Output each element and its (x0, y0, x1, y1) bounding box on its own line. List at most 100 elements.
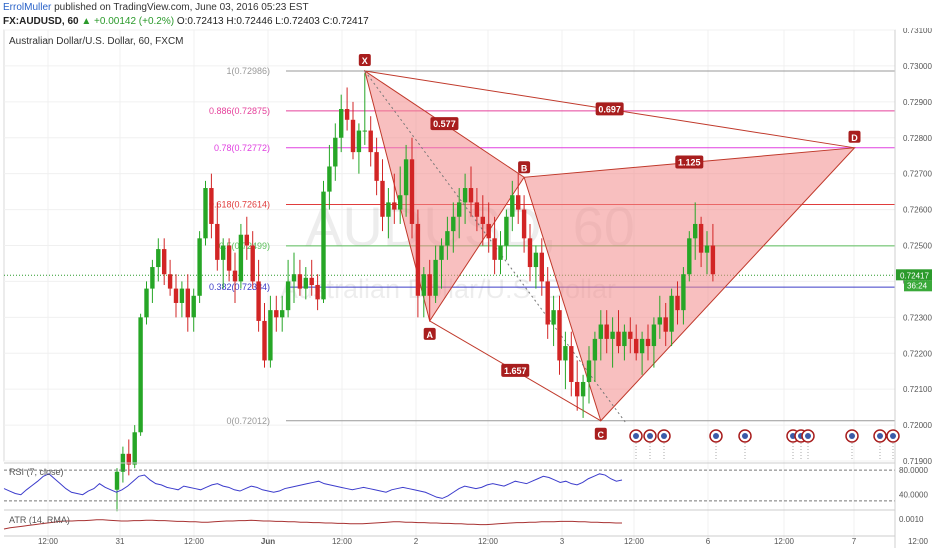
time-tick-label: 12:00 (478, 537, 499, 546)
candle-body (156, 249, 161, 268)
event-flag-icon (633, 433, 639, 439)
price-chart[interactable]: AUDUSD, 60Australian Dollar/U.S. Dollar … (0, 28, 932, 548)
candle-body (563, 346, 568, 361)
event-flag-icon (890, 433, 896, 439)
candle-body (616, 331, 621, 347)
event-flag-icon (742, 433, 748, 439)
candle-body (315, 285, 320, 300)
pattern-point-label: D (851, 133, 858, 143)
candle-body (433, 259, 438, 296)
time-tick-label: 3 (560, 537, 565, 546)
candle-body (539, 252, 544, 282)
price-tag-bg (896, 269, 932, 281)
pattern-point-label: B (521, 163, 528, 173)
pattern-point-badge (848, 130, 861, 143)
candle-body (704, 245, 710, 253)
pattern-point-label: X (362, 56, 368, 66)
candle-body (374, 152, 379, 181)
candle-body (150, 267, 155, 289)
atr-pane: ATR (14, RMA) (3, 509, 895, 530)
candle-body (126, 453, 131, 465)
pattern-point-badge (423, 327, 436, 340)
candle-body (527, 238, 533, 268)
candle-body (244, 234, 249, 246)
candles (114, 73, 716, 512)
candle-body (693, 223, 698, 239)
candle-body (339, 109, 344, 138)
candle-body (486, 223, 491, 239)
price-tick-label: 0.72900 (903, 98, 932, 107)
candle-body (132, 432, 137, 465)
time-tick-label: 12:00 (908, 537, 929, 546)
price-tick-label: 0.72200 (903, 349, 932, 358)
fib-label: 0.886(0.72875) (209, 106, 270, 116)
candle-body (209, 188, 214, 224)
symbol-line: FX:AUDUSD, 60 ▲ +0.00142 (+0.2%) O:0.724… (3, 16, 369, 27)
fib-label: 1(0.72986) (226, 66, 270, 76)
candle-body (280, 310, 285, 318)
candle-body (580, 381, 586, 397)
candle-body (533, 252, 539, 268)
price-tick-label: 0.72300 (903, 313, 932, 322)
candle-body (634, 338, 639, 354)
publish-info: published on TradingView.com, June 03, 2… (51, 2, 309, 13)
candle-body (203, 188, 208, 239)
candle-body (362, 130, 367, 132)
time-tick-label: 12:00 (774, 537, 795, 546)
candle-body (386, 202, 391, 217)
candle-body (114, 471, 120, 490)
candle-body (604, 324, 609, 339)
event-flag-icon (661, 433, 667, 439)
ohlc-values: O:0.72413 H:0.72446 L:0.72403 C:0.72417 (176, 16, 369, 27)
candle-body (291, 274, 297, 282)
rsi-tick-label: 40.0000 (899, 491, 928, 500)
candle-body (333, 137, 338, 167)
candle-body (462, 188, 468, 203)
candle-body (521, 209, 527, 239)
price-tick-label: 0.73000 (903, 62, 932, 71)
rsi-tick-label: 80.0000 (899, 466, 928, 475)
pattern-point-label: C (598, 430, 605, 440)
candle-body (262, 320, 267, 361)
candle-body (321, 191, 326, 300)
candle-body (303, 277, 308, 289)
candle-body (421, 274, 426, 296)
price-tick-label: 0.71900 (903, 457, 932, 466)
author-link[interactable]: ErrolMuller (3, 2, 52, 13)
time-tick-label: 12:00 (184, 537, 205, 546)
xc-dotted-line (364, 70, 627, 424)
rsi-pane: RSI (7, close) (3, 462, 895, 502)
candle-body (480, 216, 485, 224)
candle-body (681, 274, 686, 311)
chart-title: Australian Dollar/U.S. Dollar, 60, FXCM (9, 36, 184, 47)
ratio-label: 0.577 (433, 119, 456, 129)
event-flag-icon (713, 433, 719, 439)
time-tick-label: 7 (852, 537, 857, 546)
ratio-badge (595, 102, 624, 116)
time-tick-label: 12:00 (38, 537, 59, 546)
candle-body (610, 331, 615, 339)
candle-body (197, 238, 202, 296)
candle-body (445, 231, 450, 246)
candle-body (516, 195, 521, 210)
fib-label: 0.382(0.72384) (209, 282, 270, 292)
candle-body (138, 317, 143, 433)
ratio-label: 0.697 (598, 104, 621, 114)
candle-body (226, 245, 232, 271)
candle-body (639, 338, 645, 354)
candle-body (468, 188, 474, 203)
candle-body (179, 288, 185, 303)
candle-body (185, 288, 190, 318)
candle-body (403, 159, 409, 196)
candle-body (669, 295, 674, 332)
candle-body (297, 274, 303, 289)
candle-body (398, 195, 403, 210)
ratio-badge (430, 117, 459, 131)
candle-body (657, 317, 662, 325)
price-change: ▲ +0.00142 (+0.2%) (81, 16, 175, 27)
candle-body (675, 295, 680, 311)
candle-body (557, 310, 562, 361)
candle-body (191, 295, 196, 318)
candle-body (162, 249, 167, 275)
